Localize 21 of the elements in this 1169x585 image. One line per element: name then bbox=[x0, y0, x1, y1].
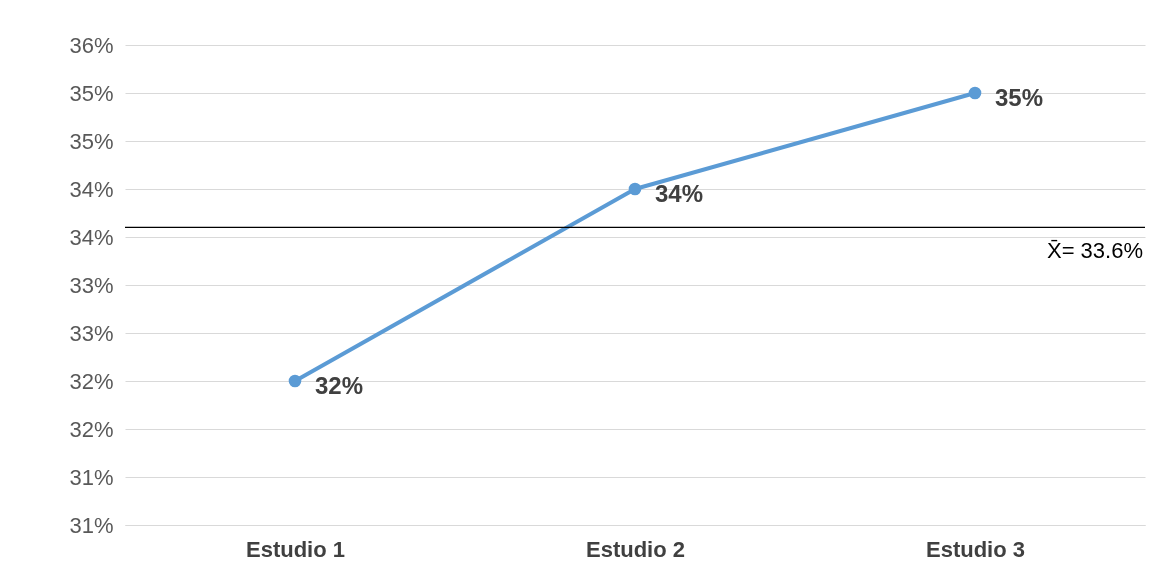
y-tick-label: 32% bbox=[69, 416, 114, 442]
point bbox=[628, 182, 642, 196]
y-tick-label: 33% bbox=[69, 272, 114, 298]
y-tick-label: 35% bbox=[69, 80, 114, 106]
point bbox=[288, 374, 302, 388]
y-tick-label: 32% bbox=[69, 368, 114, 394]
data-label: 34% bbox=[655, 180, 704, 207]
y-tick-label: 31% bbox=[69, 464, 114, 490]
y-tick-label: 34% bbox=[69, 224, 114, 250]
y-tick-label: 35% bbox=[69, 128, 114, 154]
x-tick-label: Estudio 3 bbox=[925, 536, 1026, 562]
data-label: 35% bbox=[995, 84, 1044, 111]
y-tick-label: 36% bbox=[69, 32, 114, 58]
y-tick-label: 31% bbox=[69, 512, 114, 538]
point bbox=[968, 86, 982, 100]
x-tick-label: Estudio 1 bbox=[245, 536, 346, 562]
y-tick-label: 34% bbox=[69, 176, 114, 202]
ref-line-label: X̄= 33.6% bbox=[1046, 238, 1143, 264]
y-tick-label: 33% bbox=[69, 320, 114, 346]
x-tick-label: Estudio 2 bbox=[585, 536, 686, 562]
data-label: 32% bbox=[315, 372, 364, 399]
